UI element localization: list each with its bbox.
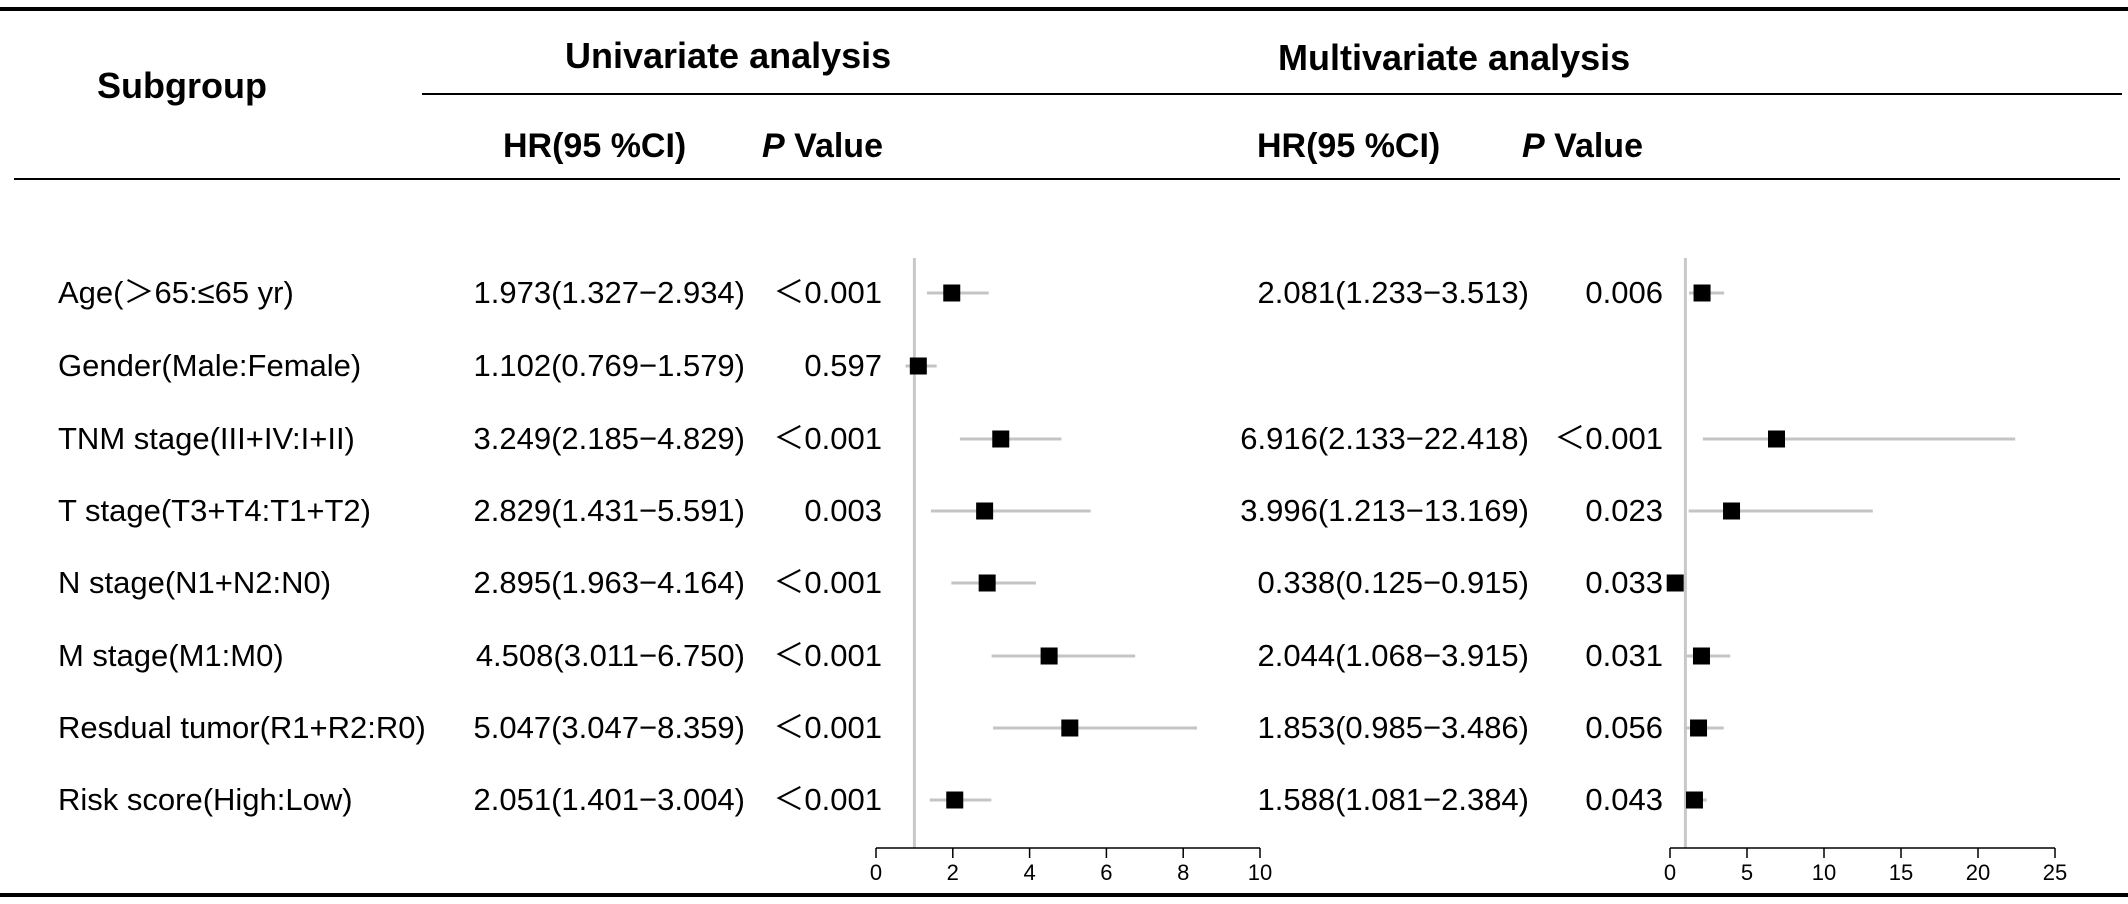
- hr-marker: [1666, 574, 1684, 592]
- cell-multi-hr: 1.853(0.985−3.486): [1257, 710, 1529, 745]
- cell-uni-hr: 3.249(2.185−4.829): [473, 421, 745, 456]
- top-rule: [0, 7, 2128, 11]
- bottom-rule: [0, 893, 2128, 897]
- hr-marker: [1040, 647, 1058, 665]
- cell-multi-p: 0.031: [1585, 638, 1663, 673]
- hr-marker: [1692, 647, 1710, 665]
- multi-hr-header: HR(95 %CI): [1257, 127, 1441, 165]
- x-tick-label: 2: [947, 860, 959, 885]
- cell-multi-hr: 6.916(2.133−22.418): [1240, 421, 1529, 456]
- cell-label: Age(＞65:≤65 yr): [58, 275, 294, 310]
- cell-uni-p: ＜0.001: [773, 421, 882, 456]
- uni-p-header: P Value: [762, 126, 883, 166]
- x-tick-label: 20: [1966, 860, 1990, 885]
- cell-multi-hr: 1.588(1.081−2.384): [1257, 782, 1529, 817]
- cell-multi-hr: 2.044(1.068−3.915): [1257, 638, 1529, 673]
- hr-marker: [1723, 502, 1741, 520]
- cell-label: Risk score(High:Low): [58, 782, 353, 817]
- x-tick-label: 6: [1100, 860, 1112, 885]
- cell-label: TNM stage(III+IV:I+II): [58, 421, 355, 456]
- p-value-word: Value: [794, 127, 883, 165]
- cell-multi-hr: 2.081(1.233−3.513): [1257, 275, 1529, 310]
- univariate-header: Univariate analysis: [565, 35, 892, 76]
- x-tick-label: 8: [1177, 860, 1189, 885]
- cell-uni-hr: 2.051(1.401−3.004): [473, 782, 745, 817]
- hr-marker: [976, 502, 994, 520]
- hr-marker: [909, 357, 927, 375]
- cell-multi-p: ＜0.001: [1554, 421, 1663, 456]
- cell-multi-p: 0.056: [1585, 710, 1663, 745]
- hr-marker: [1693, 284, 1711, 302]
- cell-uni-hr: 1.102(0.769−1.579): [473, 348, 745, 383]
- subgroup-header: Subgroup: [97, 65, 267, 106]
- cell-uni-hr: 5.047(3.047−8.359): [473, 710, 745, 745]
- x-tick-label: 4: [1023, 860, 1035, 885]
- cell-label: T stage(T3+T4:T1+T2): [58, 493, 371, 528]
- cell-multi-hr: 3.996(1.213−13.169): [1240, 493, 1529, 528]
- cell-multi-p: 0.043: [1585, 782, 1663, 817]
- cell-multi-p: 0.023: [1585, 493, 1663, 528]
- cell-uni-p: 0.003: [804, 493, 882, 528]
- cell-uni-p: ＜0.001: [773, 710, 882, 745]
- x-tick-label: 5: [1741, 860, 1753, 885]
- cell-uni-p: ＜0.001: [773, 565, 882, 600]
- hr-marker: [978, 574, 996, 592]
- x-tick-label: 10: [1812, 860, 1836, 885]
- p-value-word: Value: [1554, 127, 1643, 165]
- cell-multi-hr: 0.338(0.125−0.915): [1257, 565, 1529, 600]
- x-tick-label: 0: [870, 860, 882, 885]
- cell-label: Resdual tumor(R1+R2:R0): [58, 710, 426, 745]
- x-tick-label: 15: [1889, 860, 1913, 885]
- cell-uni-hr: 2.895(1.963−4.164): [473, 565, 745, 600]
- cell-uni-hr: 2.829(1.431−5.591): [473, 493, 745, 528]
- p-italic: P: [762, 127, 785, 165]
- cell-label: M stage(M1:M0): [58, 638, 284, 673]
- cell-uni-hr: 4.508(3.011−6.750): [475, 638, 745, 673]
- uni-hr-header: HR(95 %CI): [503, 127, 687, 165]
- cell-label: N stage(N1+N2:N0): [58, 565, 332, 600]
- cell-uni-p: ＜0.001: [773, 638, 882, 673]
- header-sub-rule: [422, 93, 2122, 95]
- cell-uni-p: ＜0.001: [773, 782, 882, 817]
- multivariate-header: Multivariate analysis: [1278, 37, 1631, 78]
- cell-label: Gender(Male:Female): [58, 348, 362, 383]
- cell-multi-p: 0.033: [1585, 565, 1663, 600]
- p-italic: P: [1522, 127, 1545, 165]
- cell-uni-hr: 1.973(1.327−2.934): [473, 275, 745, 310]
- cell-multi-p: 0.006: [1585, 275, 1663, 310]
- multi-p-header: P Value: [1522, 126, 1643, 166]
- hr-marker: [946, 791, 964, 809]
- x-tick-label: 10: [1248, 860, 1272, 885]
- hr-marker: [1690, 719, 1708, 737]
- hr-marker: [1061, 719, 1079, 737]
- x-tick-label: 25: [2043, 860, 2067, 885]
- x-tick-label: 0: [1664, 860, 1676, 885]
- hr-marker: [992, 430, 1010, 448]
- cell-uni-p: 0.597: [804, 348, 882, 383]
- hr-marker: [1768, 430, 1786, 448]
- hr-marker: [943, 284, 961, 302]
- cell-uni-p: ＜0.001: [773, 275, 882, 310]
- header-bottom-rule: [14, 178, 2120, 180]
- hr-marker: [1685, 791, 1703, 809]
